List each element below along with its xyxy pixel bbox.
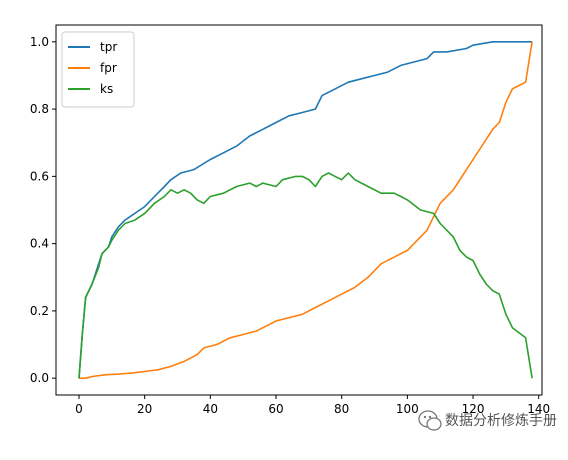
y-tick-label: 0.0 [30,371,49,385]
series-line-tpr [78,41,533,379]
legend-label-fpr: fpr [100,61,117,75]
x-tick-label: 120 [462,402,485,416]
x-tick-label: 140 [527,402,550,416]
wechat-icon [418,410,442,431]
series-line-fpr [79,41,533,379]
axes: 0 20 40 60 80 100 120 140 0.0 0.2 0.4 0.6 0.8 1.0 [30,24,550,416]
watermark: 数据分析修炼手册 [418,410,557,431]
watermark-text: 数据分析修炼手册 [445,413,557,429]
y-tick-label: 0.2 [30,304,49,318]
y-tick-label: 0.6 [30,169,49,183]
x-tick-label: 60 [268,402,283,416]
x-tick-label: 40 [203,402,218,416]
x-tick-label: 80 [334,402,349,416]
x-tick-label: 20 [137,402,152,416]
axes-frame [55,24,543,396]
legend-label-ks: ks [100,82,113,96]
y-tick-label: 1.0 [30,35,49,49]
y-tick-label: 0.4 [30,237,49,251]
x-tick-label: 100 [396,402,419,416]
legend-box [61,31,135,108]
y-tick-label: 0.8 [30,102,49,116]
legend: tpr fpr ks [61,31,135,108]
legend-label-tpr: tpr [100,40,117,54]
x-tick-label: 0 [75,402,83,416]
series-layer [78,41,533,379]
series-line-ks [78,172,533,379]
